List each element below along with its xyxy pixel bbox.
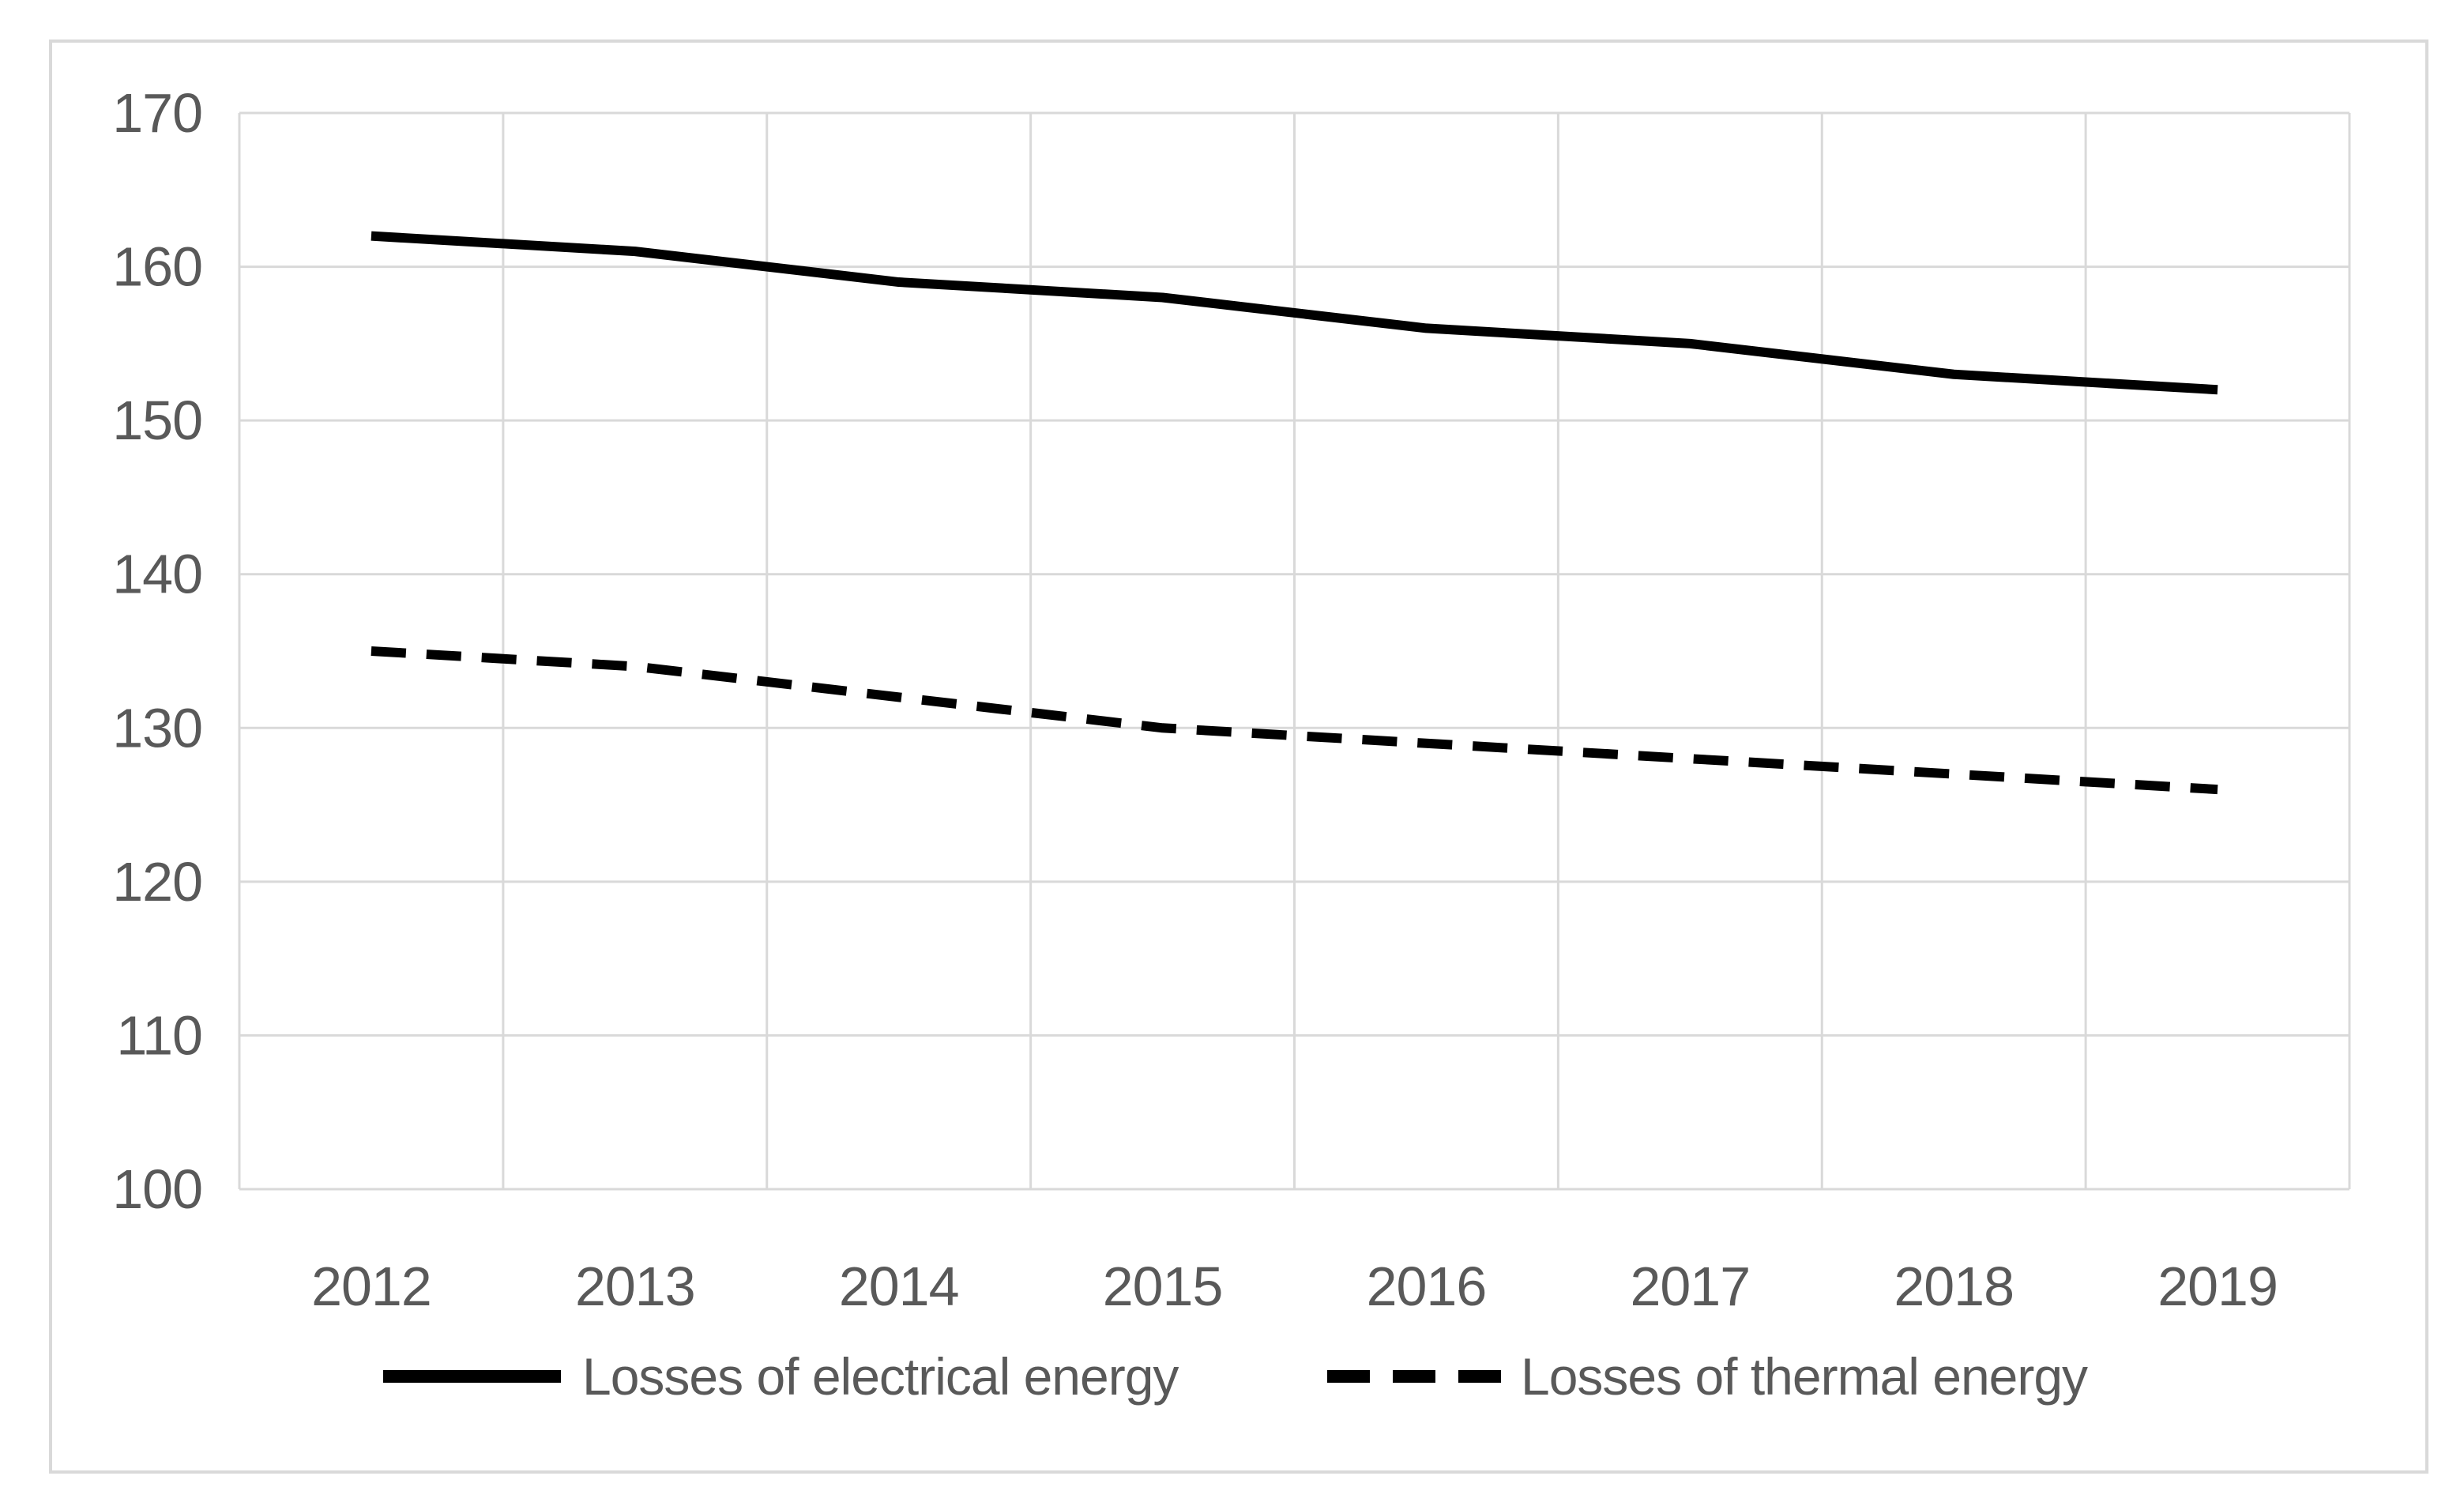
y-tick-label: 160 [112,236,202,298]
x-tick-label: 2014 [839,1256,959,1317]
y-tick-label: 100 [112,1158,202,1220]
y-axis-tick-labels: 100 110 120 130 140 150 160 170 [112,82,203,1220]
y-tick-label: 140 [112,544,202,605]
legend-label-electrical: Losses of electrical energy [582,1347,1179,1406]
figure-border [49,40,2428,1474]
x-tick-label: 2018 [1894,1256,2014,1317]
y-tick-label: 170 [112,82,202,144]
legend: Losses of electrical energy Losses of th… [383,1347,2089,1406]
data-series-lines [371,231,2218,795]
series-line-thermal-energy [371,646,2218,795]
x-axis-tick-labels: 2012 2013 2014 2015 2016 2017 2018 2019 [311,1256,2278,1317]
gridlines [238,111,2351,1191]
y-tick-label: 110 [116,1004,202,1066]
x-tick-label: 2015 [1103,1256,1223,1317]
y-tick-label: 130 [112,697,202,759]
y-tick-label: 150 [112,390,202,451]
series-line-electrical-energy [371,231,2218,395]
x-tick-label: 2012 [311,1256,431,1317]
x-tick-label: 2017 [1630,1256,1750,1317]
legend-label-thermal: Losses of thermal energy [1521,1347,2088,1406]
x-tick-label: 2013 [575,1256,695,1317]
y-tick-label: 120 [112,851,202,913]
x-tick-label: 2019 [2157,1256,2278,1317]
x-tick-label: 2016 [1367,1256,1487,1317]
